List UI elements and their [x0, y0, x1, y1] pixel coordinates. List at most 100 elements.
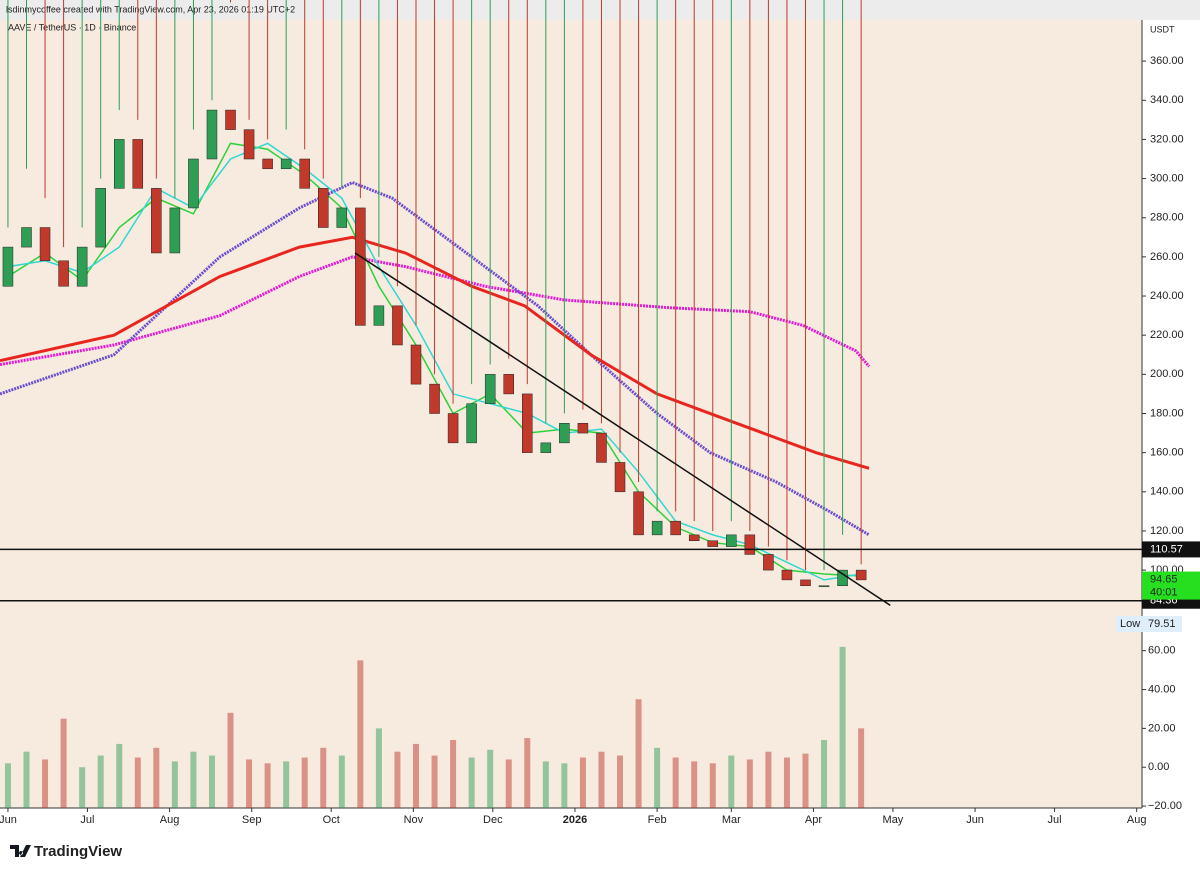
candle-body [410, 344, 422, 385]
x-tick-label: May [883, 814, 904, 826]
candle-body [280, 158, 292, 170]
volume-bar [487, 749, 494, 808]
volume-bar [654, 747, 661, 808]
y2-tick-label: −20.00 [1148, 800, 1182, 812]
y-label: USDT [1150, 24, 1175, 34]
candle-body [559, 423, 570, 444]
volume-bar [598, 751, 605, 808]
candle-body [670, 520, 681, 536]
x-tick-label: Oct [323, 814, 340, 826]
candle-body [818, 585, 830, 588]
candle-body [577, 423, 589, 434]
volume-bar [635, 699, 642, 808]
volume-bar [227, 712, 234, 808]
volume-bar [283, 761, 290, 808]
y-tick-label: 340.00 [1150, 94, 1184, 106]
x-tick-label: Mar [722, 814, 741, 826]
volume-bar [412, 743, 419, 808]
volume-bar [97, 755, 104, 808]
y-tick-label: 280.00 [1150, 212, 1184, 224]
volume-bar [23, 751, 30, 808]
candle-body [503, 374, 514, 395]
y-tick-label: 260.00 [1150, 251, 1184, 263]
x-tick-label: Jun [0, 814, 17, 826]
countdown: 40:01 [1150, 586, 1178, 598]
volume-bar [375, 728, 382, 808]
x-tick-label: Nov [404, 814, 424, 826]
volume-bar [858, 728, 865, 808]
y-tick-label: 320.00 [1150, 133, 1184, 145]
x-tick-label: Jul [80, 814, 94, 826]
volume-bar [264, 763, 271, 808]
x-tick-label: Apr [805, 814, 822, 826]
candle-body [781, 569, 793, 581]
volume-bar [171, 761, 178, 808]
candle-body [243, 129, 255, 160]
volume-bar [450, 740, 457, 808]
candle-body [76, 246, 88, 287]
candle-body [206, 109, 218, 160]
low-label: Low [1120, 618, 1140, 630]
candle-body [262, 158, 273, 170]
candle-body [58, 260, 69, 287]
candle-body [707, 540, 719, 547]
footer-bg [0, 830, 1200, 871]
level-label: 110.57 [1150, 543, 1183, 555]
chart-title: AAVE / TetherUS · 1D · Binance [8, 22, 136, 32]
last-price: 94.65 [1150, 573, 1178, 585]
volume-bar [839, 646, 846, 808]
candle-body [688, 534, 700, 541]
candle-body [522, 393, 533, 453]
candle-body [726, 534, 737, 547]
x-tick-label: Aug [1127, 814, 1147, 826]
x-tick-label: Aug [160, 814, 180, 826]
volume-bar [190, 751, 197, 808]
candle-body [113, 139, 125, 189]
y-tick-label: 220.00 [1150, 329, 1184, 341]
y2-tick-label: 0.00 [1148, 761, 1169, 773]
volume-bar [468, 757, 475, 808]
volume-bar [60, 718, 67, 808]
candle-body [373, 305, 385, 326]
candle-body [95, 188, 106, 248]
y-tick-label: 140.00 [1150, 486, 1184, 498]
candle-body [614, 462, 626, 493]
candle-body [318, 188, 329, 228]
volume-bar [505, 759, 512, 808]
candle-body [855, 569, 867, 581]
volume-bar [357, 660, 364, 808]
volume-bar [153, 747, 160, 808]
volume-bar [320, 747, 327, 808]
candle-body [169, 207, 181, 254]
ma-line [0, 180, 870, 537]
candle-body [225, 109, 236, 130]
volume-bar [208, 755, 215, 808]
candle-body [744, 534, 756, 555]
volume-bar [579, 757, 586, 808]
y2-tick-label: 60.00 [1148, 645, 1176, 657]
volume-bar [783, 757, 790, 808]
volume-bar [561, 763, 568, 808]
candle-body [466, 403, 477, 444]
y-tick-label: 180.00 [1150, 407, 1184, 419]
volume-bar [746, 759, 753, 808]
volume-bar [42, 759, 49, 808]
volume-bar [301, 757, 308, 808]
y-tick-label: 360.00 [1150, 55, 1184, 67]
trendline [354, 252, 891, 606]
candle-body [800, 579, 811, 587]
x-tick-label: 2026 [563, 814, 587, 826]
candle-body [336, 207, 348, 228]
candle-body [447, 413, 459, 444]
candle-body [151, 188, 162, 254]
low-tag [1116, 616, 1182, 632]
y2-tick-label: 40.00 [1148, 683, 1176, 695]
ma-line [7, 142, 862, 577]
x-tick-label: Jun [966, 814, 984, 826]
volume-bar [116, 743, 123, 808]
candle-body [429, 383, 440, 414]
x-tick-label: Dec [483, 814, 503, 826]
y2-tick-label: 20.00 [1148, 722, 1176, 734]
volume-bar [79, 767, 86, 808]
